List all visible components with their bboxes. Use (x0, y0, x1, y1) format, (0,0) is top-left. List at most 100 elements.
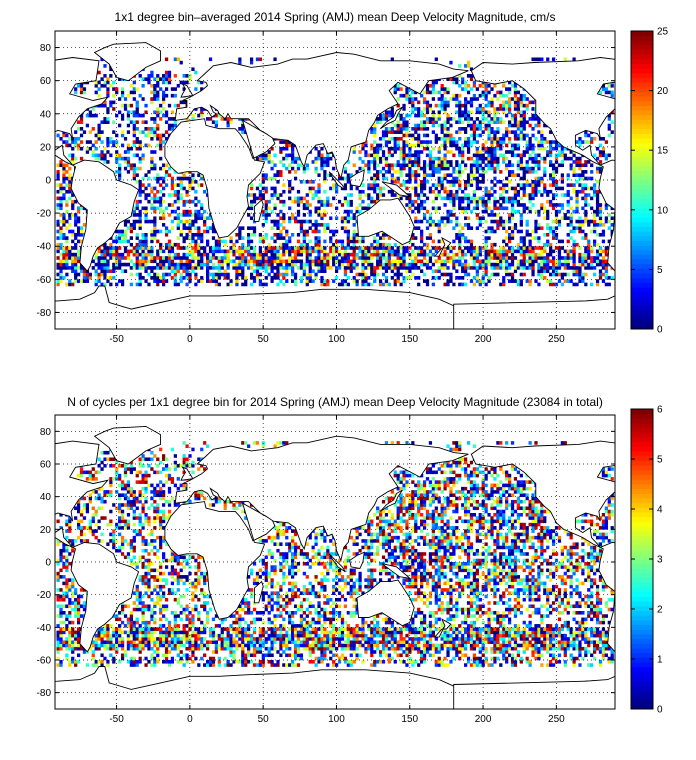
heatmap-cell (549, 130, 553, 134)
heatmap-cell (335, 239, 339, 244)
heatmap-cell (261, 252, 265, 257)
heatmap-cell (235, 269, 239, 274)
heatmap-cell (291, 269, 295, 274)
heatmap-cell (507, 136, 512, 141)
heatmap-cell (578, 663, 582, 667)
heatmap-cell (534, 176, 538, 181)
heatmap-cell (167, 252, 172, 257)
heatmap-cell (378, 252, 383, 257)
heatmap-cell (534, 259, 538, 264)
heatmap-cell (578, 223, 582, 227)
heatmap-cell (472, 189, 477, 194)
heatmap-cell (598, 166, 603, 171)
heatmap-cell (76, 229, 81, 234)
heatmap-cell (475, 213, 479, 217)
heatmap-cell (522, 239, 526, 244)
heatmap-cell (335, 259, 339, 264)
heatmap-cell (478, 120, 482, 125)
heatmap-cell (241, 256, 245, 260)
coastline (470, 57, 615, 166)
heatmap-cell (56, 203, 60, 207)
heatmap-cell (578, 256, 582, 260)
heatmap-cell (393, 282, 397, 287)
heatmap-cell (164, 256, 169, 260)
heatmap-cell (593, 223, 597, 227)
heatmap-cell (123, 239, 128, 244)
heatmap-cell (478, 153, 482, 158)
heatmap-cell (258, 156, 262, 161)
heatmap-cell (182, 100, 186, 105)
heatmap-cell (490, 256, 494, 260)
heatmap-cell (167, 103, 172, 108)
heatmap-cell (247, 246, 251, 250)
heatmap-cell (595, 206, 600, 211)
heatmap-cell (417, 156, 421, 161)
heatmap-cell (320, 282, 324, 287)
heatmap-cell (405, 93, 409, 98)
heatmap-cell (546, 209, 550, 214)
heatmap-cell (469, 110, 474, 115)
heatmap-cell (293, 252, 298, 257)
heatmap-cell (540, 143, 544, 148)
heatmap-cell (200, 256, 204, 260)
heatmap-cell (308, 252, 312, 257)
heatmap-cell (405, 163, 409, 168)
heatmap-cell (446, 219, 450, 224)
heatmap-cell (185, 80, 189, 85)
heatmap-cell (434, 163, 438, 168)
heatmap-cell (162, 180, 166, 184)
heatmap-cell (516, 259, 521, 264)
heatmap-cell (191, 213, 195, 217)
colorbar-swatch (631, 133, 653, 139)
heatmap-cell (469, 166, 474, 171)
heatmap-cell (598, 259, 603, 264)
heatmap-cell (455, 276, 459, 280)
heatmap-cell (595, 279, 600, 283)
heatmap-cell (428, 232, 433, 237)
heatmap-cell (540, 266, 544, 270)
heatmap-cell (478, 216, 482, 221)
heatmap-cell (458, 146, 462, 151)
heatmap-cell (311, 279, 315, 283)
heatmap-cell (601, 272, 606, 277)
heatmap-cell (478, 219, 482, 224)
heatmap-cell (458, 203, 462, 207)
heatmap-cell (549, 279, 553, 283)
heatmap-cell (62, 133, 66, 138)
heatmap-cell (411, 236, 415, 240)
heatmap-cell (554, 246, 559, 250)
heatmap-cell (490, 153, 494, 158)
heatmap-cell (452, 259, 456, 264)
heatmap-cell (85, 272, 90, 277)
heatmap-cell (120, 239, 125, 244)
heatmap-cell (475, 160, 479, 164)
heatmap-cell (126, 113, 131, 118)
heatmap-cell (575, 272, 579, 277)
heatmap-cell (572, 282, 576, 287)
heatmap-cell (340, 259, 345, 264)
heatmap-cell (349, 269, 353, 274)
heatmap-cell (411, 203, 415, 207)
heatmap-cell (249, 193, 254, 197)
heatmap-cell (291, 249, 295, 254)
heatmap-cell (62, 256, 66, 260)
heatmap-cell (381, 252, 386, 257)
heatmap-cell (581, 259, 585, 264)
heatmap-cell (434, 136, 438, 141)
heatmap-cell (584, 262, 588, 267)
heatmap-cell (299, 276, 304, 280)
heatmap-cell (525, 170, 529, 174)
heatmap-cell (516, 160, 521, 164)
heatmap-cell (164, 279, 169, 283)
heatmap-cell (396, 269, 400, 274)
heatmap-cell (598, 219, 603, 224)
heatmap-cell (132, 170, 136, 174)
heatmap-cell (132, 97, 136, 101)
heatmap-cell (534, 279, 538, 283)
heatmap-cell (502, 199, 506, 204)
heatmap-cell (376, 256, 380, 260)
heatmap-cell (326, 259, 330, 264)
heatmap-cell (487, 196, 491, 201)
heatmap-cell (323, 249, 327, 254)
heatmap-cell (516, 133, 521, 138)
